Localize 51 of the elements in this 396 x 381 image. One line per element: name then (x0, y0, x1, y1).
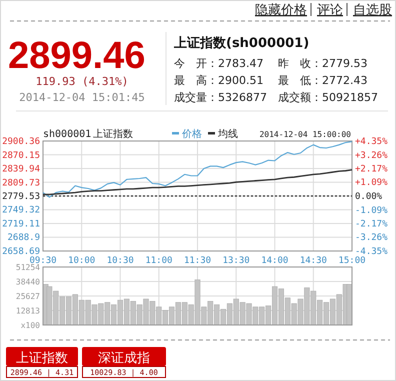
y2-tick-label: +2.17% (355, 164, 388, 175)
legend-label: 均线 (217, 128, 238, 140)
text: 上证指数(sh000001) (173, 36, 310, 51)
text: 今 开：2783.47 (174, 57, 264, 70)
y2-tick-label: +1.09% (355, 178, 388, 188)
y-tick-label: 2809.73 (2, 178, 40, 188)
y-tick-label: 2719.11 (2, 220, 40, 230)
legend-label: 价格 (181, 128, 202, 140)
y2-tick-label: +3.26% (355, 150, 388, 161)
y-tick-label: 25627 (16, 292, 40, 301)
text: 2014-12-04 15:00:00 (259, 130, 352, 139)
text: 最 低：2772.43 (278, 74, 368, 87)
x-tick-label: 13:30 (222, 256, 250, 266)
y-tick-label: 2870.15 (2, 150, 40, 161)
text: 自选股 (353, 3, 392, 18)
y-tick-label: 2749.32 (2, 206, 40, 216)
y-tick-label: 2839.94 (2, 164, 40, 174)
y-tick-label: 51254 (16, 263, 40, 272)
chart-subtitle: sh000001 (43, 129, 92, 140)
text: 2899.46 (8, 35, 146, 77)
y2-tick-label: -4.35% (355, 247, 388, 257)
y-tick-label: 2688.9 (7, 233, 40, 244)
y-tick-label: 2779.53 (2, 192, 40, 202)
y2-tick-label: +4.35% (355, 137, 388, 147)
text: 上证指数 (16, 351, 68, 366)
y-tick-label: 2900.36 (2, 137, 40, 147)
y2-tick-label: -3.26% (355, 233, 388, 244)
x-tick-label: 11:00 (145, 256, 172, 266)
y2-tick-label: -2.17% (355, 219, 388, 230)
y-tick-label: 2658.69 (2, 247, 40, 257)
y-tick-label: x100 (20, 321, 40, 330)
x-tick-label: 10:30 (106, 256, 134, 266)
text: 深证成指 (98, 351, 150, 366)
x-tick-label: 11:30 (184, 256, 212, 266)
text: 评论 (317, 3, 343, 18)
text: 成交额：50921857 (278, 91, 378, 104)
text: 119.93 (4.31%) (36, 75, 128, 88)
x-tick-label: 14:30 (300, 256, 327, 266)
y-tick-label: 12813 (16, 306, 40, 316)
y-tick-label: 38440 (16, 278, 40, 286)
x-tick-label: 15:00 (338, 256, 366, 266)
x-tick-label: 10:00 (68, 256, 96, 266)
text: 2014-12-04 15:01:45 (19, 91, 145, 104)
chart-title: 上证指数 (93, 128, 133, 140)
x-tick-label: 14:00 (261, 256, 288, 266)
y2-tick-label: 0.00% (355, 192, 383, 202)
text: 成交量：5326877 (174, 91, 267, 104)
text: 昨 收：2779.53 (278, 57, 368, 70)
y2-tick-label: -1.09% (355, 206, 388, 216)
text: 隐藏价格 (255, 3, 307, 18)
text: 最 高：2900.51 (174, 74, 264, 87)
